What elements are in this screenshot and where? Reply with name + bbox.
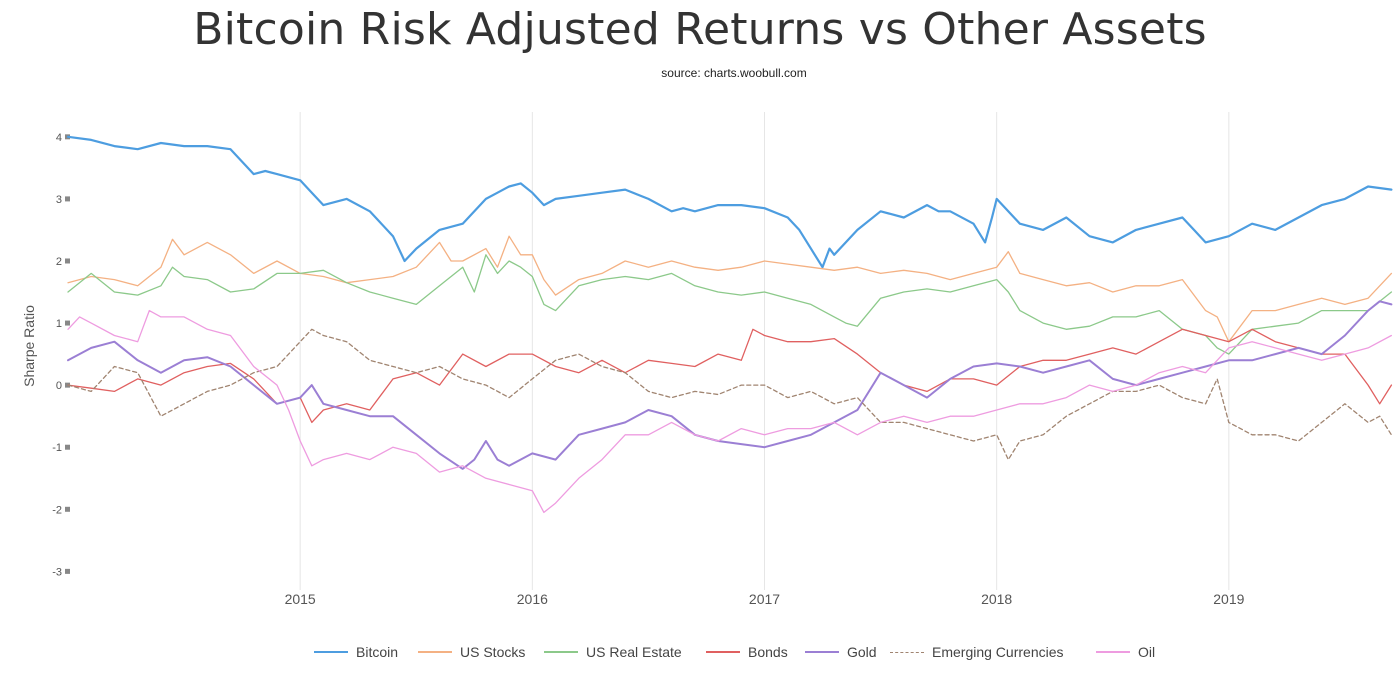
- legend-label: Gold: [847, 644, 877, 660]
- legend-item-bonds[interactable]: Bonds: [706, 640, 788, 664]
- y-tick-label: 2: [56, 256, 62, 268]
- x-tick-label: 2017: [749, 591, 780, 607]
- y-tick-label: -3: [52, 566, 62, 578]
- series-line-oil: [67, 309, 1393, 514]
- y-tick-label: -2: [52, 504, 62, 516]
- legend-swatch: [418, 651, 452, 653]
- legend-label: US Stocks: [460, 644, 526, 660]
- legend-item-us-real-estate[interactable]: US Real Estate: [544, 640, 682, 664]
- series-line-bonds: [67, 328, 1393, 424]
- series-line-us-real-estate: [67, 254, 1393, 355]
- y-tick-mark: [65, 196, 70, 202]
- legend: Bitcoin US Stocks US Real Estate Bonds Gold E…: [0, 640, 1400, 664]
- legend-item-oil[interactable]: Oil: [1096, 640, 1155, 664]
- y-axis-title: Sharpe Ratio: [21, 305, 37, 387]
- y-tick-mark: [65, 320, 70, 326]
- x-tick-label: 2018: [981, 591, 1012, 607]
- legend-item-gold[interactable]: Gold: [805, 640, 877, 664]
- x-tick-label: 2015: [285, 591, 316, 607]
- chart-title: Bitcoin Risk Adjusted Returns vs Other A…: [193, 4, 1207, 55]
- series-line-gold: [67, 300, 1393, 470]
- y-tick-mark: [65, 258, 70, 264]
- legend-label: Emerging Currencies: [932, 644, 1064, 660]
- legend-label: Bitcoin: [356, 644, 399, 660]
- legend-swatch: [1096, 651, 1130, 653]
- legend-label: Oil: [1138, 644, 1156, 660]
- legend-swatch: [805, 650, 839, 654]
- x-tick-label: 2016: [517, 591, 548, 607]
- y-tick-label: 4: [56, 132, 62, 144]
- y-tick-label: -1: [52, 442, 62, 454]
- series-line-emerging-currencies: [67, 328, 1393, 461]
- legend-swatch: [314, 650, 348, 654]
- legend-swatch: [544, 651, 578, 653]
- y-tick-label: 0: [56, 380, 62, 392]
- y-tick-mark: [65, 568, 70, 574]
- legend-label: Bonds: [748, 644, 788, 660]
- series-lines: [66, 135, 1393, 514]
- legend-label: US Real Estate: [586, 644, 682, 660]
- legend-item-bitcoin[interactable]: Bitcoin: [314, 640, 398, 664]
- legend-swatch: [890, 651, 924, 653]
- y-tick-mark: [65, 506, 70, 512]
- series-line-us-stocks: [67, 235, 1393, 343]
- grid: [299, 112, 1230, 590]
- chart-subtitle: source: charts.woobull.com: [661, 66, 807, 80]
- legend-swatch: [706, 651, 740, 653]
- y-tick-label: 3: [56, 194, 62, 206]
- y-axis: 4 3 2 1 0 -1 -2 -3: [52, 132, 70, 578]
- y-tick-mark: [65, 444, 70, 450]
- y-tick-label: 1: [56, 318, 62, 330]
- legend-item-us-stocks[interactable]: US Stocks: [418, 640, 525, 664]
- series-line-bitcoin: [66, 135, 1393, 269]
- x-axis: 2015 2016 2017 2018 2019: [285, 591, 1245, 607]
- legend-item-emerging-currencies[interactable]: Emerging Currencies: [890, 640, 1064, 664]
- x-tick-label: 2019: [1213, 591, 1244, 607]
